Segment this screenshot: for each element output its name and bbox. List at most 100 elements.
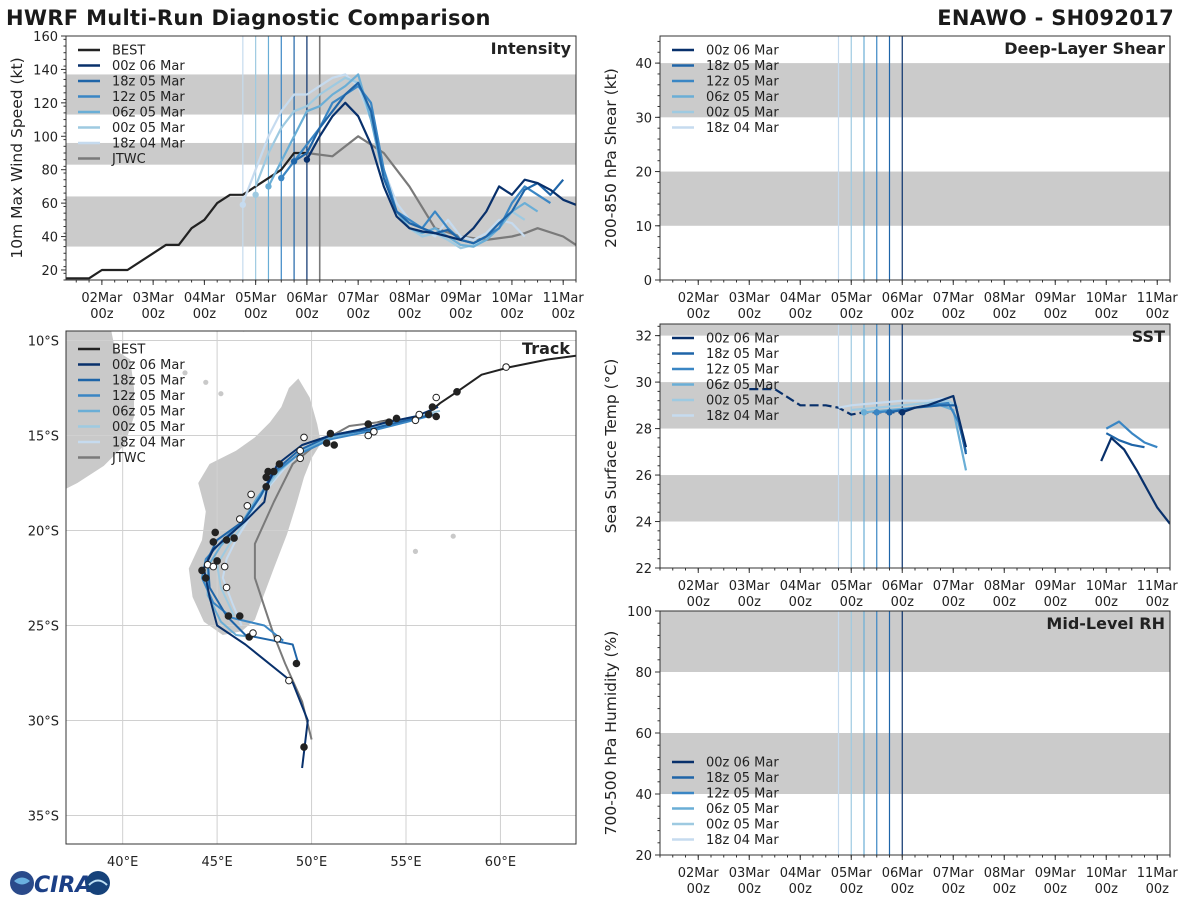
legend-label: JTWC: [111, 451, 146, 466]
x-tick-label: 02Mar: [678, 579, 720, 594]
legend-label: 06z 05 Mar: [706, 802, 779, 817]
x-tick-label: 11Mar: [1137, 866, 1179, 881]
best-track-point: [273, 635, 282, 643]
x-tick-sublabel: 00z: [891, 882, 915, 897]
best-track-point: [213, 557, 221, 565]
legend-label: 18z 05 Mar: [112, 374, 185, 389]
x-tick-sublabel: 00z: [193, 307, 217, 322]
best-track-point: [300, 743, 308, 751]
x-tick-label: 10Mar: [1086, 579, 1128, 594]
legend-label: 18z 04 Mar: [112, 436, 185, 451]
legend-label: 18z 05 Mar: [706, 771, 779, 786]
x-tick-label: 03Mar: [729, 291, 771, 306]
best-track-point: [330, 441, 339, 449]
y-tick-label: 30: [635, 111, 652, 126]
threshold-band: [660, 171, 1170, 226]
track-content: [66, 331, 576, 844]
logo-swirl-icon: [14, 877, 30, 885]
best-track-point: [220, 562, 229, 571]
series-line: [1105, 432, 1145, 449]
x-tick-label: 05Mar: [831, 579, 873, 594]
x-tick-label: 04Mar: [780, 866, 822, 881]
legend-label: 00z 06 Mar: [706, 332, 779, 347]
best-track-point: [249, 629, 257, 637]
x-tick-label: 10Mar: [1086, 291, 1128, 306]
x-tick-label: 07Mar: [933, 291, 975, 306]
threshold-band: [660, 63, 1170, 118]
x-tick-label: 08Mar: [984, 291, 1026, 306]
run-start-marker: [290, 158, 298, 165]
x-tick-label: 11Mar: [543, 291, 585, 306]
x-tick-sublabel: 00z: [993, 307, 1017, 322]
best-track-point: [432, 393, 441, 402]
x-tick-sublabel: 00z: [789, 595, 813, 610]
x-tick-sublabel: 00z: [942, 882, 966, 897]
x-tick-sublabel: 00z: [993, 882, 1017, 897]
x-tick-sublabel: 00z: [1044, 882, 1068, 897]
best-track-point: [230, 534, 238, 542]
legend-label: 00z 06 Mar: [706, 756, 779, 771]
y-tick-label: 140: [33, 63, 58, 78]
x-tick-label: 10Mar: [1086, 866, 1128, 881]
x-tick-label: 08Mar: [984, 579, 1026, 594]
series-line: [901, 394, 968, 448]
x-tick-sublabel: 00z: [1095, 882, 1119, 897]
best-track-point: [364, 431, 373, 440]
x-tick-label: 11Mar: [1137, 579, 1179, 594]
x-tick-label: 03Mar: [133, 291, 175, 306]
x-tick-sublabel: 00z: [687, 595, 711, 610]
x-tick-sublabel: 00z: [789, 882, 813, 897]
y-tick-label: 24: [635, 516, 652, 531]
lon-tick-label: 40°E: [107, 855, 138, 870]
x-tick-label: 04Mar: [780, 291, 822, 306]
run-start-marker: [239, 201, 247, 208]
x-tick-sublabel: 00z: [141, 307, 165, 322]
legend-label: 18z 04 Mar: [706, 833, 779, 848]
x-tick-label: 07Mar: [933, 866, 975, 881]
lat-tick-label: 35°S: [28, 810, 59, 825]
lat-tick-label: 25°S: [28, 620, 59, 635]
cira-logo: CIRA: [6, 866, 116, 902]
legend-label: 18z 04 Mar: [112, 137, 185, 152]
island-landmass: [218, 391, 224, 397]
series-line: [1105, 420, 1158, 449]
y-tick-label: 120: [33, 97, 58, 112]
x-tick-sublabel: 00z: [244, 307, 268, 322]
legend-label: 06z 05 Mar: [112, 405, 185, 420]
best-track-point: [326, 429, 335, 438]
series-line: [749, 388, 903, 416]
x-tick-sublabel: 00z: [687, 307, 711, 322]
island-landmass: [203, 379, 209, 385]
best-track-point: [275, 460, 284, 468]
lat-tick-label: 20°S: [28, 525, 59, 540]
logo-text: CIRA: [34, 873, 92, 898]
legend-label: 18z 05 Mar: [706, 347, 779, 362]
x-tick-label: 09Mar: [1035, 291, 1077, 306]
island-landmass: [450, 533, 456, 539]
x-tick-label: 04Mar: [184, 291, 226, 306]
x-tick-sublabel: 00z: [993, 595, 1017, 610]
panel-title: Track: [522, 339, 570, 358]
y-tick-label: 20: [635, 166, 652, 181]
legend-label: 00z 05 Mar: [706, 818, 779, 833]
x-tick-sublabel: 00z: [1095, 595, 1119, 610]
x-tick-sublabel: 00z: [738, 595, 762, 610]
x-tick-label: 02Mar: [678, 866, 720, 881]
legend-label: 00z 05 Mar: [706, 394, 779, 409]
best-track-point: [235, 612, 244, 620]
x-tick-sublabel: 00z: [1146, 882, 1170, 897]
x-tick-label: 05Mar: [235, 291, 277, 306]
series-line: [305, 101, 576, 241]
y-tick-label: 32: [635, 330, 652, 345]
sst-panel: 22242628303202Mar00z03Mar00z04Mar00z05Ma…: [602, 323, 1179, 610]
y-tick-label: 40: [635, 788, 652, 803]
best-track-point: [235, 515, 244, 523]
x-tick-label: 06Mar: [286, 291, 328, 306]
y-tick-label: 160: [33, 30, 58, 45]
legend-label: 06z 05 Mar: [706, 378, 779, 393]
x-tick-label: 09Mar: [1035, 579, 1077, 594]
y-tick-label: 22: [635, 562, 652, 577]
y-tick-label: 60: [41, 197, 58, 212]
x-tick-sublabel: 00z: [840, 307, 864, 322]
best-track-point: [224, 612, 233, 620]
